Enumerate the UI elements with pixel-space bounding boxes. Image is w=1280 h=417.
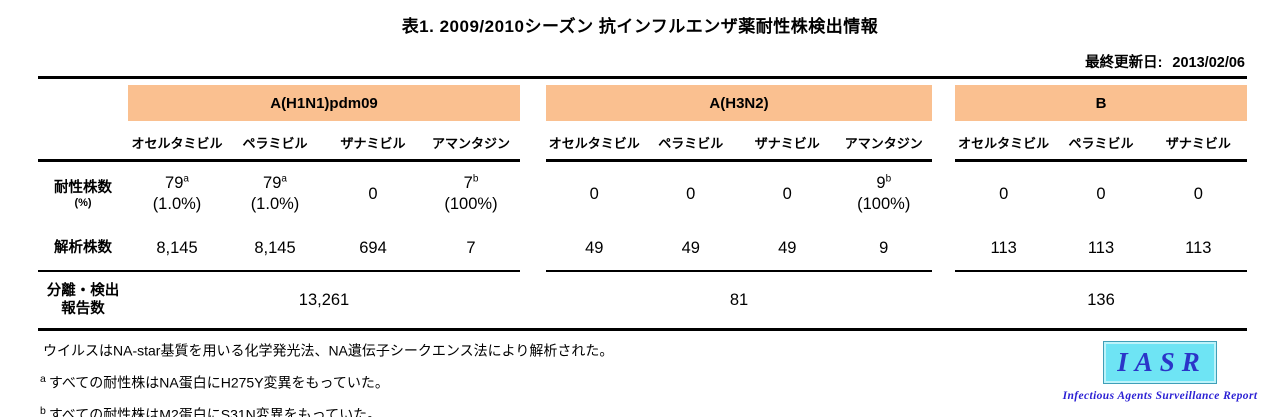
row-label-reported: 分離・検出 報告数: [46, 283, 120, 317]
last-updated-value: 2013/02/06: [1172, 55, 1245, 71]
drug-header: ペラミビル: [242, 136, 308, 151]
drug-header: オセルタミビル: [131, 136, 223, 151]
reported-cell: 136: [1087, 290, 1115, 309]
drug-header: ザナミビル: [340, 136, 406, 151]
group-header-ah3n2: A(H3N2): [546, 85, 932, 121]
group-gap: [520, 272, 546, 328]
resistant-cell: 79a (1.0%): [250, 173, 300, 213]
analyzed-cell: 49: [778, 238, 797, 257]
table-mid-rule: [38, 159, 1247, 162]
resistant-cell: 0: [368, 184, 378, 203]
resistant-cell: 7b (100%): [444, 173, 498, 213]
drug-header-row: オセルタミビル ペラミビル ザナミビル アマンタジン オセルタミビル ペラミビル…: [38, 121, 1247, 159]
group-gap: [520, 121, 546, 159]
analyzed-row: 解析株数 8,145 8,145 694 7 49 49 49 9 113 11…: [38, 226, 1247, 270]
footnote-marker: b: [472, 173, 479, 185]
footnote-b: b すべての耐性株はM2蛋白にS31N変異をもっていた。: [40, 405, 382, 417]
footnote-a: a すべての耐性株はNA蛋白にH275Y変異をもっていた。: [40, 373, 389, 391]
group-gap: [520, 85, 546, 121]
group-gap: [932, 121, 955, 159]
analyzed-cell: 113: [990, 238, 1017, 257]
table-top-rule: [38, 76, 1247, 79]
resistant-cell: 0: [782, 184, 792, 203]
corner-cell: [38, 85, 128, 121]
group-gap: [932, 162, 955, 226]
row-label-resistant: 耐性株数 (%): [54, 179, 112, 209]
footnote-marker: a: [183, 173, 189, 185]
drug-header: アマンタジン: [431, 136, 510, 151]
analyzed-cell: 113: [1087, 238, 1115, 257]
analyzed-cell: 49: [585, 238, 604, 257]
drug-header: オセルタミビル: [548, 136, 640, 151]
group-header-b: B: [955, 85, 1247, 121]
resistant-cell: 9b (100%): [857, 173, 911, 213]
resistant-cell: 0: [589, 184, 599, 203]
resistant-cell: 0: [999, 184, 1009, 203]
group-header-ah1n1: A(H1N1)pdm09: [128, 85, 520, 121]
resistant-cell: 0: [1096, 184, 1106, 203]
drug-header: オセルタミビル: [958, 136, 1050, 151]
analyzed-cell: 8,145: [254, 238, 296, 257]
group-header-row: A(H1N1)pdm09 A(H3N2) B: [38, 85, 1247, 121]
reported-row: 分離・検出 報告数 13,261 81 136: [38, 272, 1247, 328]
iasr-logo: IASR Infectious Agents Surveillance Repo…: [1048, 341, 1272, 402]
reported-cell: 81: [729, 290, 749, 309]
last-updated-label: 最終更新日:: [1085, 55, 1163, 71]
footnote-method: ウイルスはNA-star基質を用いる化学発光法、NA遺伝子シークエンス法により解…: [43, 342, 614, 359]
table-bottom-rule: [38, 328, 1247, 331]
analyzed-cell: 113: [1185, 238, 1212, 257]
iasr-logo-acronym: IASR: [1117, 347, 1207, 377]
analyzed-cell: 8,145: [156, 238, 198, 257]
footnotes: ウイルスはNA-star基質を用いる化学発光法、NA遺伝子シークエンス法により解…: [40, 337, 613, 417]
group-gap: [520, 162, 546, 226]
group-gap: [932, 272, 955, 328]
corner-cell: [38, 121, 128, 159]
page-title: 表1. 2009/2010シーズン 抗インフルエンザ薬耐性株検出情報: [401, 17, 879, 36]
analyzed-cell: 7: [466, 238, 476, 257]
iasr-logo-box: IASR: [1103, 341, 1217, 384]
drug-header: ザナミビル: [1165, 136, 1231, 151]
analyzed-cell: 9: [879, 238, 889, 257]
drug-header: ペラミビル: [1068, 136, 1134, 151]
resistant-cell: 0: [1193, 184, 1203, 203]
drug-header: ザナミビル: [754, 136, 820, 151]
resistant-row: 耐性株数 (%) 79a (1.0%) 79a (1.0%) 0 7b (100%) …: [38, 162, 1247, 226]
footnote-marker: a: [281, 173, 287, 185]
row-label-analyzed: 解析株数: [54, 240, 112, 256]
resistant-cell: 0: [686, 184, 696, 203]
resistant-cell: 79a (1.0%): [152, 173, 202, 213]
table-thin-rule: [38, 270, 1247, 272]
group-gap: [932, 226, 955, 270]
analyzed-cell: 694: [359, 238, 387, 257]
group-gap: [520, 226, 546, 270]
iasr-logo-caption: Infectious Agents Surveillance Report: [1062, 390, 1258, 402]
last-updated: 最終更新日: 2013/02/06: [1085, 51, 1245, 72]
drug-header: ペラミビル: [658, 136, 724, 151]
footnote-marker: b: [885, 173, 892, 185]
analyzed-cell: 49: [681, 238, 700, 257]
group-gap: [932, 85, 955, 121]
drug-header: アマンタジン: [844, 136, 923, 151]
reported-cell: 13,261: [298, 290, 350, 309]
resistance-table: A(H1N1)pdm09 A(H3N2) B オセルタミビル ペラミビル ザナミ…: [38, 76, 1247, 331]
